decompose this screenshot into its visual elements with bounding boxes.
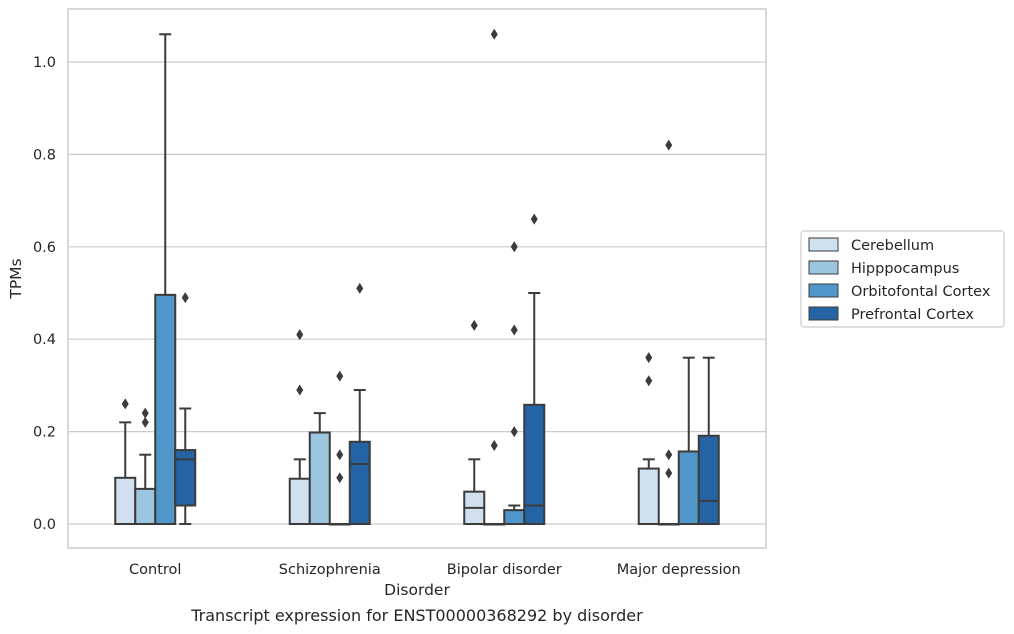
box-prefrontal-cortex	[697, 434, 720, 525]
legend-label: Cerebellum	[851, 238, 934, 254]
x-tick-label: Schizophrenia	[279, 562, 381, 578]
x-tick-label: Control	[129, 562, 181, 578]
box-orbitofontal-cortex	[677, 450, 700, 525]
box-orbitofontal-cortex	[154, 293, 177, 525]
outlier-point	[510, 324, 518, 336]
legend-label: Orbitofontal Cortex	[851, 284, 991, 300]
y-axis-label: TPMs	[7, 258, 25, 299]
outlier-point	[121, 398, 129, 410]
box-prefrontal-cortex	[523, 403, 546, 525]
plot-frame	[67, 8, 767, 549]
legend-swatch	[808, 260, 839, 275]
y-tick-label: 0.8	[33, 147, 56, 163]
outlier-point	[530, 213, 538, 225]
legend-label: Prefrontal Cortex	[851, 307, 974, 323]
box-prefrontal-cortex	[174, 449, 197, 507]
outlier-point	[336, 472, 344, 484]
box-cerebellum	[114, 476, 137, 525]
outlier-point	[336, 370, 344, 382]
outlier-point	[645, 375, 653, 387]
y-tick-label: 0.0	[33, 517, 56, 533]
x-tick-label: Major depression	[617, 562, 741, 578]
outlier-point	[665, 139, 673, 151]
box-hipppocampus	[134, 487, 157, 525]
outlier-point	[356, 282, 364, 294]
outlier-point	[336, 449, 344, 461]
box-orbitofontal-cortex	[503, 509, 526, 526]
legend-label: Hipppocampus	[851, 261, 959, 277]
outlier-point	[665, 467, 673, 479]
outlier-point	[490, 28, 498, 40]
y-tick-label: 0.4	[33, 332, 56, 348]
outlier-point	[510, 241, 518, 253]
outlier-point	[181, 292, 189, 304]
legend-swatch	[808, 283, 839, 298]
outlier-point	[470, 319, 478, 331]
y-tick-label: 0.6	[33, 240, 56, 256]
outlier-point	[296, 384, 304, 396]
outlier-point	[490, 439, 498, 451]
legend-swatch	[808, 237, 839, 252]
x-tick-label: Bipolar disorder	[447, 562, 562, 578]
legend-box	[800, 230, 1005, 328]
legend-swatch	[808, 306, 839, 321]
chart-caption: Transcript expression for ENST0000036829…	[191, 606, 643, 625]
y-tick-label: 1.0	[33, 55, 56, 71]
outlier-point	[141, 416, 149, 428]
x-axis-label: Disorder	[384, 581, 450, 599]
box-hipppocampus	[308, 431, 331, 525]
outlier-point	[296, 329, 304, 341]
outlier-point	[510, 426, 518, 438]
box-prefrontal-cortex	[348, 440, 371, 526]
box-cerebellum	[288, 477, 311, 525]
y-tick-label: 0.2	[33, 425, 56, 441]
outlier-point	[645, 352, 653, 364]
outlier-point	[665, 449, 673, 461]
box-cerebellum	[637, 467, 660, 525]
outlier-point	[141, 407, 149, 419]
